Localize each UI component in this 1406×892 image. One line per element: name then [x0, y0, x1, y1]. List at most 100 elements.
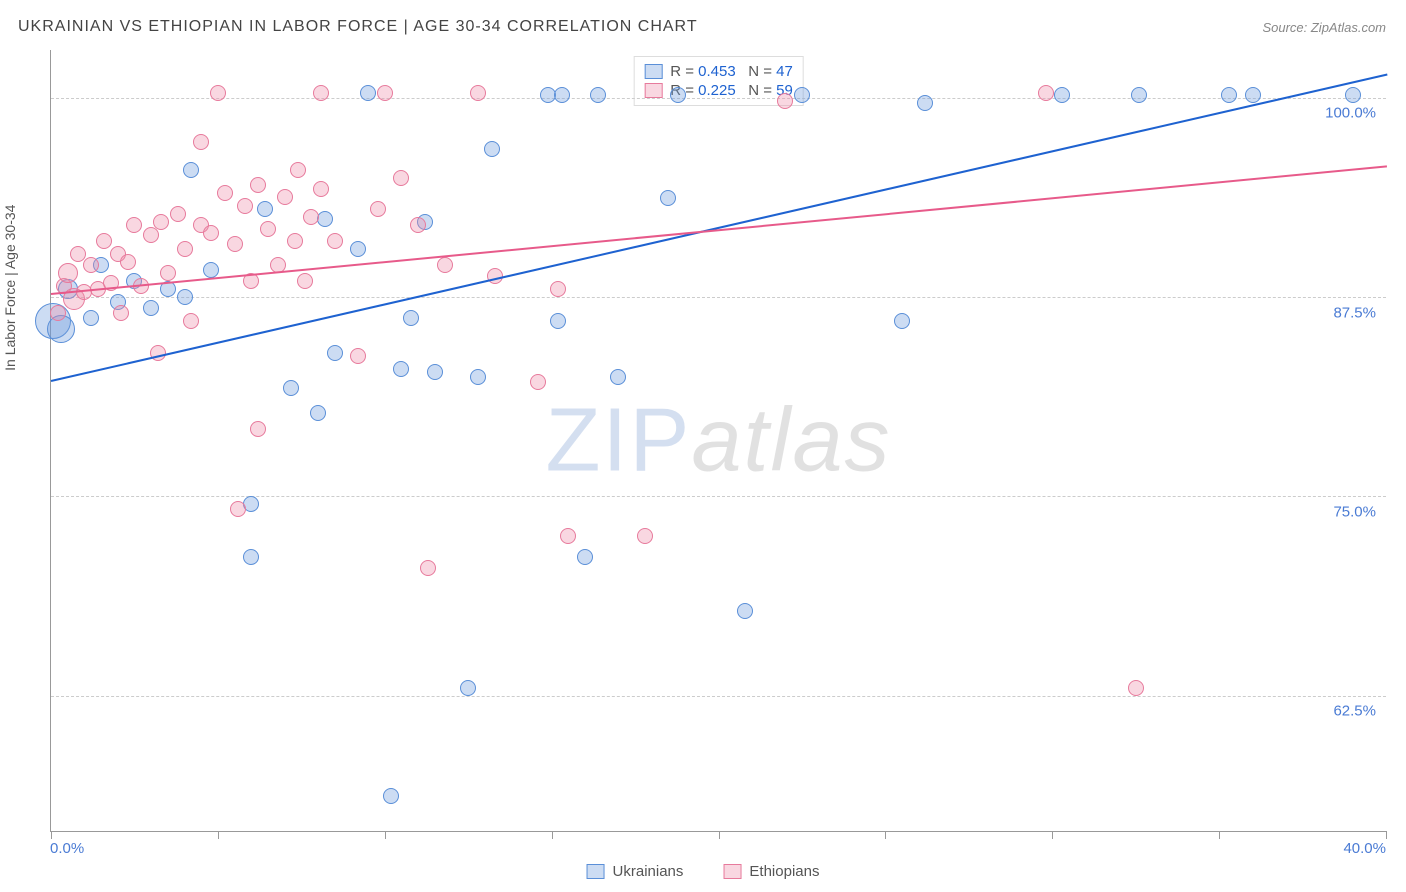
data-point: [460, 680, 476, 696]
data-point: [70, 246, 86, 262]
data-point: [1245, 87, 1261, 103]
data-point: [250, 177, 266, 193]
data-point: [577, 549, 593, 565]
data-point: [283, 380, 299, 396]
data-point: [203, 225, 219, 241]
plot-area: ZIPatlas R = 0.453 N = 47R = 0.225 N = 5…: [50, 50, 1386, 832]
data-point: [1128, 680, 1144, 696]
data-point: [660, 190, 676, 206]
data-point: [1054, 87, 1070, 103]
data-point: [210, 85, 226, 101]
data-point: [203, 262, 219, 278]
data-point: [1345, 87, 1361, 103]
data-point: [160, 265, 176, 281]
data-point: [327, 233, 343, 249]
data-point: [737, 603, 753, 619]
data-point: [894, 313, 910, 329]
data-point: [83, 257, 99, 273]
data-point: [290, 162, 306, 178]
y-tick-label: 75.0%: [1333, 503, 1376, 520]
data-point: [1038, 85, 1054, 101]
gridline: [51, 297, 1386, 298]
data-point: [193, 134, 209, 150]
data-point: [153, 214, 169, 230]
data-point: [383, 788, 399, 804]
gridline: [51, 696, 1386, 697]
y-axis-label: In Labor Force | Age 30-34: [2, 205, 18, 371]
data-point: [590, 87, 606, 103]
data-point: [313, 85, 329, 101]
x-tick: [1052, 831, 1053, 839]
data-point: [58, 263, 78, 283]
x-tick: [552, 831, 553, 839]
data-point: [126, 217, 142, 233]
x-tick-label: 40.0%: [1343, 840, 1386, 857]
data-point: [470, 369, 486, 385]
data-point: [403, 310, 419, 326]
data-point: [1221, 87, 1237, 103]
legend-swatch: [723, 864, 741, 879]
data-point: [183, 313, 199, 329]
legend-correlation-row: R = 0.453 N = 47: [644, 63, 793, 80]
watermark-zip: ZIP: [545, 390, 691, 490]
data-point: [217, 185, 233, 201]
legend-series-label: Ethiopians: [749, 863, 819, 880]
data-point: [313, 181, 329, 197]
data-point: [237, 198, 253, 214]
data-point: [420, 560, 436, 576]
data-point: [550, 313, 566, 329]
data-point: [120, 254, 136, 270]
x-tick: [1386, 831, 1387, 839]
data-point: [377, 85, 393, 101]
data-point: [393, 170, 409, 186]
legend-series-item: Ukrainians: [587, 863, 684, 880]
data-point: [177, 241, 193, 257]
data-point: [437, 257, 453, 273]
data-point: [560, 528, 576, 544]
source-attribution: Source: ZipAtlas.com: [1262, 20, 1386, 35]
correlation-chart: UKRAINIAN VS ETHIOPIAN IN LABOR FORCE | …: [0, 0, 1406, 892]
data-point: [1131, 87, 1147, 103]
data-point: [227, 236, 243, 252]
data-point: [670, 87, 686, 103]
data-point: [260, 221, 276, 237]
data-point: [470, 85, 486, 101]
data-point: [917, 95, 933, 111]
data-point: [410, 217, 426, 233]
data-point: [550, 281, 566, 297]
legend-swatch: [644, 83, 662, 98]
data-point: [310, 405, 326, 421]
data-point: [327, 345, 343, 361]
data-point: [277, 189, 293, 205]
data-point: [777, 93, 793, 109]
chart-title: UKRAINIAN VS ETHIOPIAN IN LABOR FORCE | …: [18, 18, 698, 36]
data-point: [243, 549, 259, 565]
data-point: [303, 209, 319, 225]
legend-correlation-row: R = 0.225 N = 59: [644, 82, 793, 99]
data-point: [96, 233, 112, 249]
x-tick: [1219, 831, 1220, 839]
x-tick: [719, 831, 720, 839]
data-point: [250, 421, 266, 437]
data-point: [350, 241, 366, 257]
data-point: [177, 289, 193, 305]
data-point: [83, 310, 99, 326]
data-point: [610, 369, 626, 385]
data-point: [297, 273, 313, 289]
data-point: [393, 361, 409, 377]
data-point: [257, 201, 273, 217]
data-point: [230, 501, 246, 517]
data-point: [554, 87, 570, 103]
data-point: [360, 85, 376, 101]
data-point: [530, 374, 546, 390]
data-point: [170, 206, 186, 222]
legend-swatch: [587, 864, 605, 879]
x-tick: [385, 831, 386, 839]
data-point: [287, 233, 303, 249]
y-tick-label: 100.0%: [1325, 105, 1376, 122]
legend-correlation-text: R = 0.225 N = 59: [670, 82, 793, 99]
gridline: [51, 98, 1386, 99]
legend-swatch: [644, 64, 662, 79]
data-point: [427, 364, 443, 380]
x-tick: [885, 831, 886, 839]
